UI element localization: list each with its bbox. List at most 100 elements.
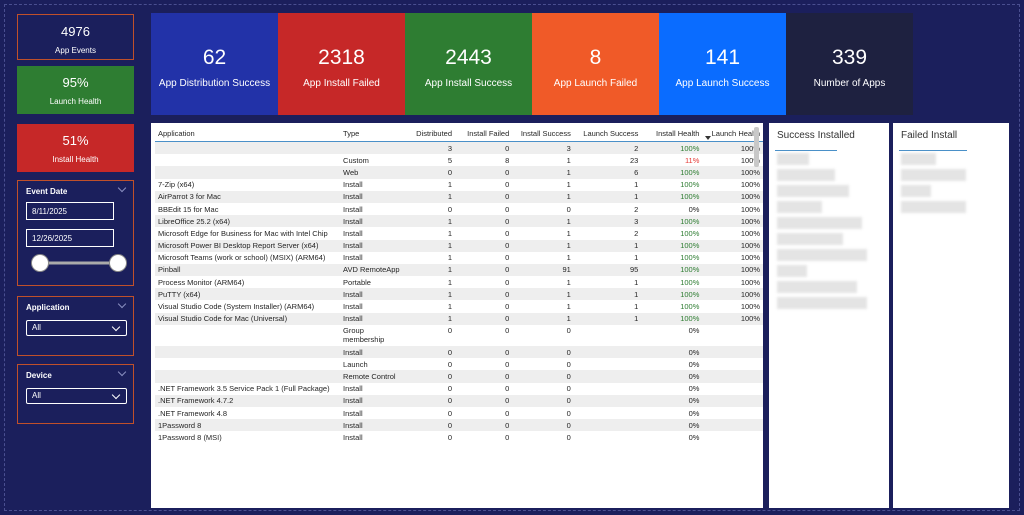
table-cell: 100% [641, 312, 703, 325]
dropdown[interactable]: All [26, 388, 127, 404]
start-date[interactable]: 8/11/2025 [26, 202, 114, 220]
table-cell [702, 358, 763, 370]
table-cell: 1 [404, 263, 455, 277]
table-cell: 23 [629, 155, 639, 165]
table-cell: .NET Framework 3.5 Service Pack 1 (Full … [158, 384, 330, 394]
table-cell: 1 [512, 190, 574, 203]
table-cell: 0 [455, 239, 513, 252]
list-panel: Failed Install [893, 123, 1009, 508]
table-cell: 1 [634, 180, 639, 190]
table-cell: Pinball [155, 263, 341, 277]
column-header: Install Health [641, 127, 703, 142]
table-cell: 1Password 8 (MSI) [158, 432, 222, 442]
table-cell: 1 [447, 253, 452, 263]
table-cell: 100% [702, 288, 763, 301]
table-row: Microsoft Power BI Desktop Report Server… [155, 239, 763, 252]
table-cell: 1 [566, 253, 571, 263]
table-cell: 100% [702, 239, 763, 252]
table-cell: 3 [512, 141, 574, 155]
sort-icon[interactable] [705, 136, 712, 143]
table-cell: 0 [505, 384, 510, 394]
table-cell: 8 [505, 155, 510, 165]
table-cell: 0 [566, 326, 571, 336]
table-row: Launch 0 0 0 0% [155, 358, 763, 370]
table-cell: 0 [505, 359, 510, 369]
table-cell: 1 [512, 166, 574, 179]
table-cell: 1 [573, 288, 642, 301]
table-cell: 0 [505, 253, 510, 263]
kpi-value: 2443 [445, 46, 492, 69]
kpi-card: 51% Install Health [17, 124, 134, 172]
table-cell: 100% [740, 228, 760, 238]
kpi-tile: 2318 App Install Failed [278, 13, 405, 115]
card-value: 51% [62, 133, 89, 148]
table-cell: 0 [455, 190, 513, 203]
table-cell: 0 [404, 166, 455, 179]
table-cell: 91 [512, 263, 574, 277]
table-row: Microsoft Teams (work or school) (MSIX) … [155, 252, 763, 264]
table-cell: 2 [634, 228, 639, 238]
card-label: Launch Health [49, 97, 102, 106]
column-header: Launch Health [702, 127, 763, 142]
table-row: .NET Framework 4.8 Install 0 0 0 0% [155, 407, 763, 419]
table-cell: 0 [505, 408, 510, 418]
table-cell [574, 407, 641, 419]
table-row: Pinball AVD RemoteApp 1 0 91 95 100% 100% [155, 263, 763, 277]
date-slider[interactable] [26, 251, 130, 275]
table-cell: 100% [740, 155, 760, 165]
table-row: 1Password 8 Install 0 0 0 0% [155, 419, 763, 432]
table-cell: 0% [688, 359, 700, 369]
table-cell: 1 [512, 215, 574, 228]
table-cell: 1 [512, 239, 574, 252]
scrollbar[interactable] [754, 127, 759, 167]
table-cell: Group membership [343, 326, 385, 345]
table-cell [702, 383, 763, 395]
table-cell [574, 383, 641, 395]
table-row: PuTTY (x64) Install 1 0 1 1 100% 100% [155, 288, 763, 301]
table-cell: 0% [641, 394, 703, 407]
table-cell: 100% [740, 180, 760, 190]
column-header: Type [340, 127, 405, 142]
table-cell: 0 [447, 432, 452, 442]
table-cell: Visual Studio Code (System Installer) (A… [158, 302, 315, 312]
table-cell: 0 [512, 419, 574, 432]
panel-title: Success Installed [777, 130, 855, 141]
table-cell [702, 407, 763, 419]
table-cell: 100% [740, 302, 760, 312]
date-text: 12/26/2025 [32, 234, 73, 243]
kpi-label: App Install Failed [303, 78, 380, 89]
table-cell [702, 394, 763, 407]
table-cell: 100% [702, 263, 763, 277]
table-cell: PuTTY (x64) [155, 288, 341, 301]
table-cell: LibreOffice 25.2 (x64) [155, 215, 341, 228]
end-date[interactable]: 12/26/2025 [26, 229, 114, 247]
kpi-tile: 62 App Distribution Success [151, 13, 278, 115]
table-cell: 100% [702, 215, 763, 228]
dropdown[interactable]: All [26, 320, 127, 336]
table-cell: 0 [404, 419, 455, 432]
table-row: .NET Framework 3.5 Service Pack 1 (Full … [155, 383, 763, 395]
table-cell: Install [343, 204, 363, 214]
table-cell: Install [343, 384, 363, 394]
table-cell: 0 [455, 166, 513, 179]
kpi-value: 2318 [318, 46, 365, 69]
table-cell [574, 325, 641, 346]
table-cell: Install [343, 302, 363, 312]
table-cell: 1 [404, 239, 455, 252]
table-cell: 100% [680, 302, 700, 312]
table-cell: Install [340, 239, 405, 252]
table-row: Group membership 0 0 0 0% [155, 325, 763, 346]
table-cell: 6 [573, 166, 642, 179]
table-cell: 1Password 8 [155, 419, 341, 432]
table-cell: 1 [573, 312, 642, 325]
table-row: Process Monitor (ARM64) Portable 1 0 1 1 100% 1… [155, 276, 763, 288]
table-cell: 0% [688, 326, 700, 336]
table-cell: 0 [505, 180, 510, 190]
table-cell: 100% [740, 204, 760, 214]
dropdown-value: All [32, 323, 41, 332]
table-cell: 100% [641, 239, 703, 252]
table-cell: Remote Control [340, 370, 405, 383]
table-cell: .NET Framework 4.7.2 [155, 394, 341, 407]
table-cell: 1 [634, 277, 639, 287]
